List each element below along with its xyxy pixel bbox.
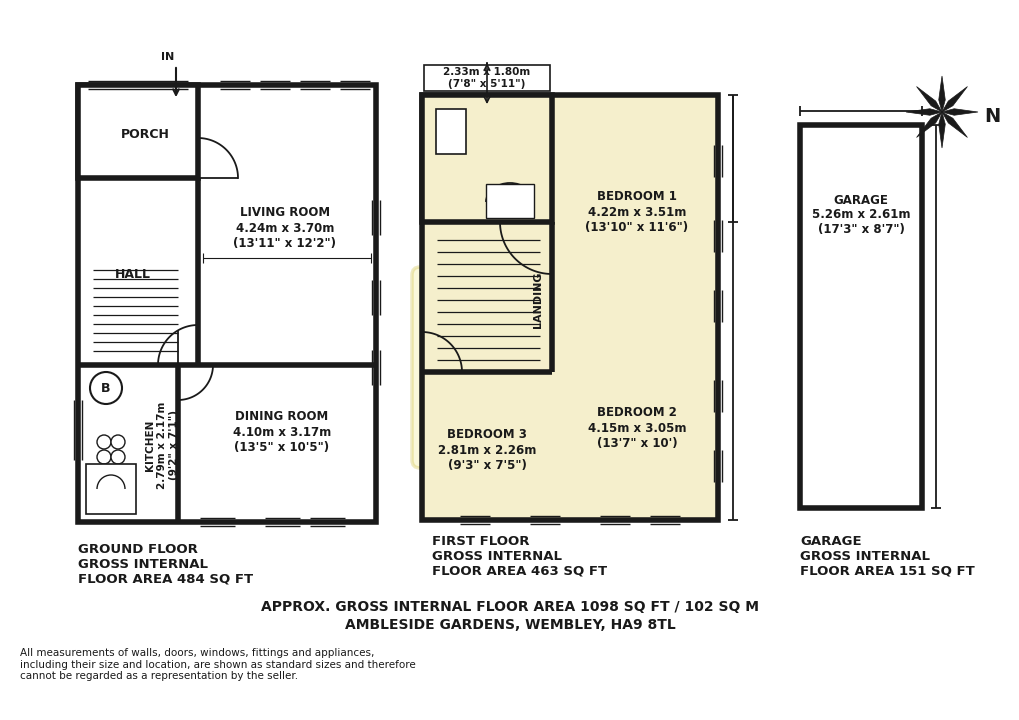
- Circle shape: [97, 435, 111, 449]
- Polygon shape: [916, 112, 942, 138]
- Text: ESTATE AGENTS: ESTATE AGENTS: [515, 351, 621, 364]
- Polygon shape: [916, 86, 942, 112]
- Bar: [86, 464, 136, 514]
- Polygon shape: [937, 112, 945, 148]
- Text: GROUND FLOOR
GROSS INTERNAL
FLOOR AREA 484 SQ FT: GROUND FLOOR GROSS INTERNAL FLOOR AREA 4…: [77, 543, 253, 586]
- Text: N: N: [983, 107, 1000, 125]
- Text: KITCHEN
2.79m x 2.17m
(9'2" x 7'1"): KITCHEN 2.79m x 2.17m (9'2" x 7'1"): [146, 401, 178, 489]
- Bar: [485, 184, 534, 218]
- Text: GARAGE
5.26m x 2.61m
(17'3" x 8'7"): GARAGE 5.26m x 2.61m (17'3" x 8'7"): [811, 194, 909, 236]
- Text: APPROX. GROSS INTERNAL FLOOR AREA 1098 SQ FT / 102 SQ M: APPROX. GROSS INTERNAL FLOOR AREA 1098 S…: [261, 600, 758, 614]
- Text: LANDING: LANDING: [533, 271, 542, 328]
- Polygon shape: [905, 109, 942, 115]
- FancyBboxPatch shape: [412, 267, 657, 468]
- Circle shape: [111, 435, 125, 449]
- Bar: [422, 95, 551, 222]
- Bar: [422, 95, 717, 520]
- Text: Bryan Maher: Bryan Maher: [492, 300, 642, 320]
- Text: IN: IN: [161, 52, 174, 62]
- Text: BEDROOM 3
2.81m x 2.26m
(9'3" x 7'5"): BEDROOM 3 2.81m x 2.26m (9'3" x 7'5"): [437, 428, 536, 472]
- Text: FIRST FLOOR
GROSS INTERNAL
FLOOR AREA 463 SQ FT: FIRST FLOOR GROSS INTERNAL FLOOR AREA 46…: [432, 535, 606, 578]
- Text: BEDROOM 2
4.15m x 3.05m
(13'7" x 10'): BEDROOM 2 4.15m x 3.05m (13'7" x 10'): [587, 407, 686, 449]
- Text: & Co: & Co: [545, 326, 589, 344]
- Text: GARAGE
GROSS INTERNAL
FLOOR AREA 151 SQ FT: GARAGE GROSS INTERNAL FLOOR AREA 151 SQ …: [799, 535, 974, 578]
- Bar: [77, 85, 198, 178]
- Text: HALL: HALL: [115, 269, 151, 282]
- Bar: [77, 85, 376, 522]
- Circle shape: [97, 450, 111, 464]
- Text: DINING ROOM
4.10m x 3.17m
(13'5" x 10'5"): DINING ROOM 4.10m x 3.17m (13'5" x 10'5"…: [232, 410, 331, 454]
- Polygon shape: [942, 86, 966, 112]
- Text: All measurements of walls, doors, windows, fittings and appliances,
including th: All measurements of walls, doors, window…: [20, 648, 416, 681]
- Text: AMBLESIDE GARDENS, WEMBLEY, HA9 8TL: AMBLESIDE GARDENS, WEMBLEY, HA9 8TL: [344, 618, 675, 632]
- Bar: [424, 65, 549, 91]
- Text: BEDROOM 1
4.22m x 3.51m
(13'10" x 11'6"): BEDROOM 1 4.22m x 3.51m (13'10" x 11'6"): [585, 191, 688, 233]
- Circle shape: [436, 123, 465, 151]
- Polygon shape: [942, 109, 977, 115]
- Polygon shape: [937, 76, 945, 112]
- Circle shape: [111, 450, 125, 464]
- Text: B: B: [101, 382, 111, 395]
- Bar: [435, 109, 466, 154]
- Text: PORCH: PORCH: [120, 128, 169, 142]
- Bar: [799, 125, 921, 508]
- Text: LIVING ROOM
4.24m x 3.70m
(13'11" x 12'2"): LIVING ROOM 4.24m x 3.70m (13'11" x 12'2…: [233, 207, 336, 250]
- Circle shape: [90, 372, 122, 404]
- Polygon shape: [942, 112, 966, 138]
- Text: 2.33m x 1.80m
(7'8" x 5'11"): 2.33m x 1.80m (7'8" x 5'11"): [443, 67, 530, 89]
